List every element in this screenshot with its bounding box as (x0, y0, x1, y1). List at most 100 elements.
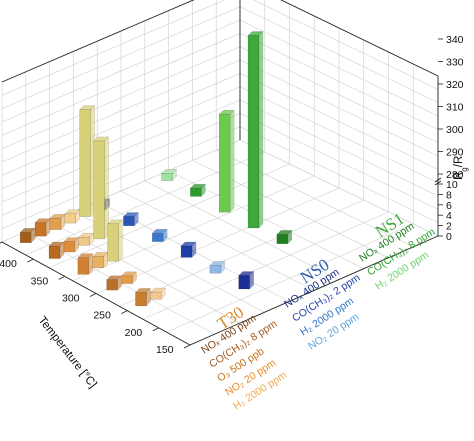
bar-ns0 (151, 228, 168, 243)
bar-side-face (134, 211, 139, 227)
bar-t30 (78, 232, 95, 247)
bar-side-face (201, 183, 206, 197)
x-tick-label: 200 (125, 327, 143, 339)
bar-front-face (78, 236, 91, 246)
z-tick-label: 2 (446, 221, 452, 233)
bar-front-face (79, 109, 91, 217)
x-axis-label: Temperature [°C] (36, 314, 99, 390)
x-tick-label: 250 (93, 310, 111, 322)
bar-ns0 (180, 241, 197, 259)
bar-ns1 (218, 109, 235, 213)
bar-side-face (161, 287, 166, 300)
z-tick-label: 0 (446, 231, 452, 243)
z-tick-label: 290 (446, 147, 464, 159)
bar-t30 (120, 271, 138, 285)
bar-ns1 (160, 168, 178, 182)
bar-front-face (34, 222, 47, 237)
bar-ns1 (189, 183, 206, 197)
wall-top-edge (1, 0, 439, 83)
bar-ns1 (247, 30, 264, 229)
bar-side-face (30, 227, 36, 244)
bar-front-face (92, 256, 104, 269)
bar-t30 (149, 287, 166, 300)
bar-front-face (107, 223, 119, 262)
bar-side-face (60, 213, 66, 231)
bar-t30 (79, 104, 96, 218)
bar-t30 (77, 253, 94, 275)
bar-side-face (75, 209, 81, 224)
x-tick (121, 310, 128, 315)
bar-side-face (249, 270, 254, 290)
bar-ns0 (209, 260, 226, 274)
x-tick (58, 275, 65, 280)
z-tick-label: 10 (446, 179, 458, 191)
bar-side-face (146, 287, 151, 307)
bar-side-face (88, 253, 94, 275)
bar-side-face (172, 168, 177, 182)
x-tick (27, 258, 34, 263)
bar-front-face (123, 216, 135, 227)
bar-front-face (247, 35, 260, 229)
bar-side-face (162, 228, 168, 243)
axis-break (434, 177, 442, 183)
z-tick-label: 4 (446, 210, 452, 222)
bar-side-face (287, 229, 293, 245)
bar-front-face (106, 279, 118, 291)
bar-front-face (49, 217, 62, 230)
z-tick-label: 310 (446, 102, 464, 114)
bar-side-face (59, 241, 65, 260)
bar-ns0 (122, 211, 140, 227)
bar-side-face (220, 260, 226, 274)
axis-break (434, 180, 442, 186)
bar-ns1 (276, 229, 293, 245)
bar-t30 (19, 227, 36, 244)
bar-front-face (209, 265, 222, 274)
x-tick-label: 150 (156, 344, 174, 356)
x-tick (183, 344, 191, 349)
x-tick (0, 241, 3, 244)
bar-side-face (117, 275, 122, 291)
x-tick (89, 293, 97, 297)
z-tick-label: 280 (446, 169, 464, 181)
bar-front-face (180, 245, 193, 258)
bar-side-face (132, 271, 137, 285)
bar-t30 (106, 275, 123, 291)
bar-front-face (63, 241, 76, 253)
bar-front-face (238, 275, 250, 290)
x-tick-label: 400 (0, 258, 17, 270)
bar-t30 (48, 241, 65, 260)
bar-front-face (276, 234, 289, 245)
bar-front-face (93, 140, 105, 240)
bar-front-face (190, 187, 202, 197)
bar-front-face (151, 233, 164, 242)
z-tick-label: 320 (446, 79, 464, 91)
x-tick (152, 327, 159, 332)
z-tick-label: 340 (446, 34, 464, 46)
bar-side-face (103, 251, 108, 269)
bar-front-face (77, 257, 90, 275)
bar-front-face (64, 213, 77, 224)
bar-side-face (191, 241, 197, 259)
floor-grid-line (120, 190, 315, 291)
bar-front-face (135, 292, 147, 307)
bar-side-face (89, 232, 95, 247)
bar-side-face (229, 109, 235, 213)
bar-side-face (74, 236, 80, 253)
bar-t30 (93, 136, 110, 240)
bar-t30 (92, 251, 109, 269)
bar-t30 (63, 236, 80, 253)
bars-layer (19, 30, 293, 307)
x-tick-label: 350 (31, 275, 49, 287)
bar-t30 (49, 213, 66, 231)
bar-side-face (258, 30, 264, 229)
bar-t30 (64, 209, 81, 224)
floor-grid-line (144, 180, 339, 280)
x-tick-label: 300 (62, 293, 80, 305)
bar-front-face (218, 113, 231, 213)
bar-side-face (118, 219, 123, 262)
bar-t30 (134, 287, 152, 307)
bar-front-face (19, 232, 32, 243)
z-tick-label: 300 (446, 124, 464, 136)
